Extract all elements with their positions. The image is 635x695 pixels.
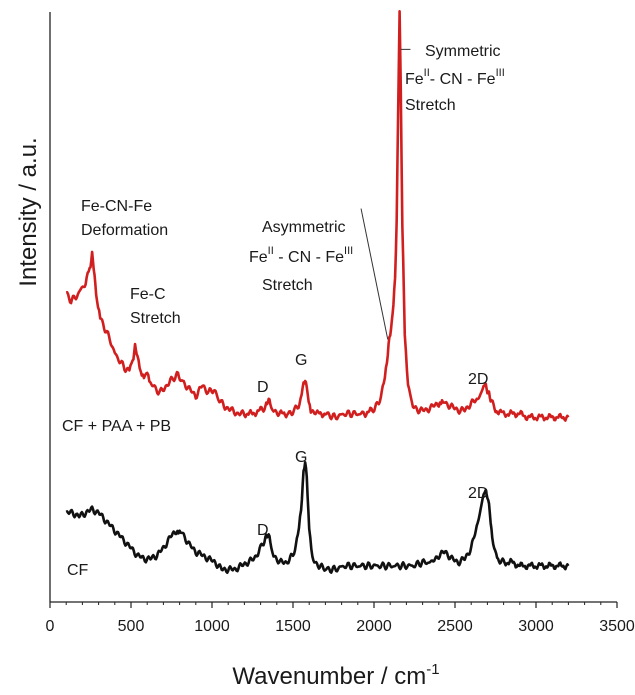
annotation-fecnfe-line1: Fe-CN-Fe xyxy=(81,198,152,215)
annotation-fec-line1: Fe-C xyxy=(130,286,166,303)
x-axis-tick-labels: 0 500 1000 1500 2000 2500 3000 3500 xyxy=(46,618,635,635)
x-tick-label-500: 500 xyxy=(118,618,145,635)
peak-label-pb-d: D xyxy=(257,379,269,396)
x-tick-label-1000: 1000 xyxy=(194,618,230,635)
x-axis-title: Wavenumber / cm-1 xyxy=(232,661,439,690)
annotation-asym-stretch: Stretch xyxy=(262,277,313,294)
x-tick-label-3000: 3000 xyxy=(518,618,554,635)
x-tick-label-2000: 2000 xyxy=(356,618,392,635)
x-axis-title-superscript: -1 xyxy=(426,661,439,678)
peak-label-cf-2d: 2D xyxy=(468,485,488,502)
y-axis-title: Intensity / a.u. xyxy=(15,137,42,286)
series-label-pb: CF + PAA + PB xyxy=(62,418,171,435)
peak-label-cf-g: G xyxy=(295,449,307,466)
annotation-leader-lines xyxy=(360,48,411,340)
series-line-pb xyxy=(65,9,570,422)
peak-label-pb-2d: 2D xyxy=(468,371,488,388)
annotation-asym-title: Asymmetric xyxy=(262,219,346,236)
annotation-asym-formula: FeII - CN - FeIII xyxy=(249,245,353,266)
x-tick-label-2500: 2500 xyxy=(437,618,473,635)
annotation-fec-line2: Stretch xyxy=(130,310,181,327)
annotation-fecnfe-line2: Deformation xyxy=(81,222,168,239)
peak-label-cf-d: D xyxy=(257,522,269,539)
x-axis-ticks xyxy=(49,602,618,608)
series-line-cf xyxy=(65,461,570,574)
x-tick-label-0: 0 xyxy=(46,618,55,635)
annotation-sym-formula: FeII- CN - FeIII xyxy=(405,67,505,88)
x-tick-label-3500: 3500 xyxy=(599,618,635,635)
leader-asymmetric xyxy=(360,208,389,340)
series-label-cf: CF xyxy=(67,562,89,579)
peak-label-pb-g: G xyxy=(295,352,307,369)
spectra-lines xyxy=(65,9,570,574)
annotation-sym-title: Symmetric xyxy=(425,43,501,60)
axes xyxy=(49,12,617,603)
x-tick-label-1500: 1500 xyxy=(275,618,311,635)
annotation-sym-stretch: Stretch xyxy=(405,97,456,114)
